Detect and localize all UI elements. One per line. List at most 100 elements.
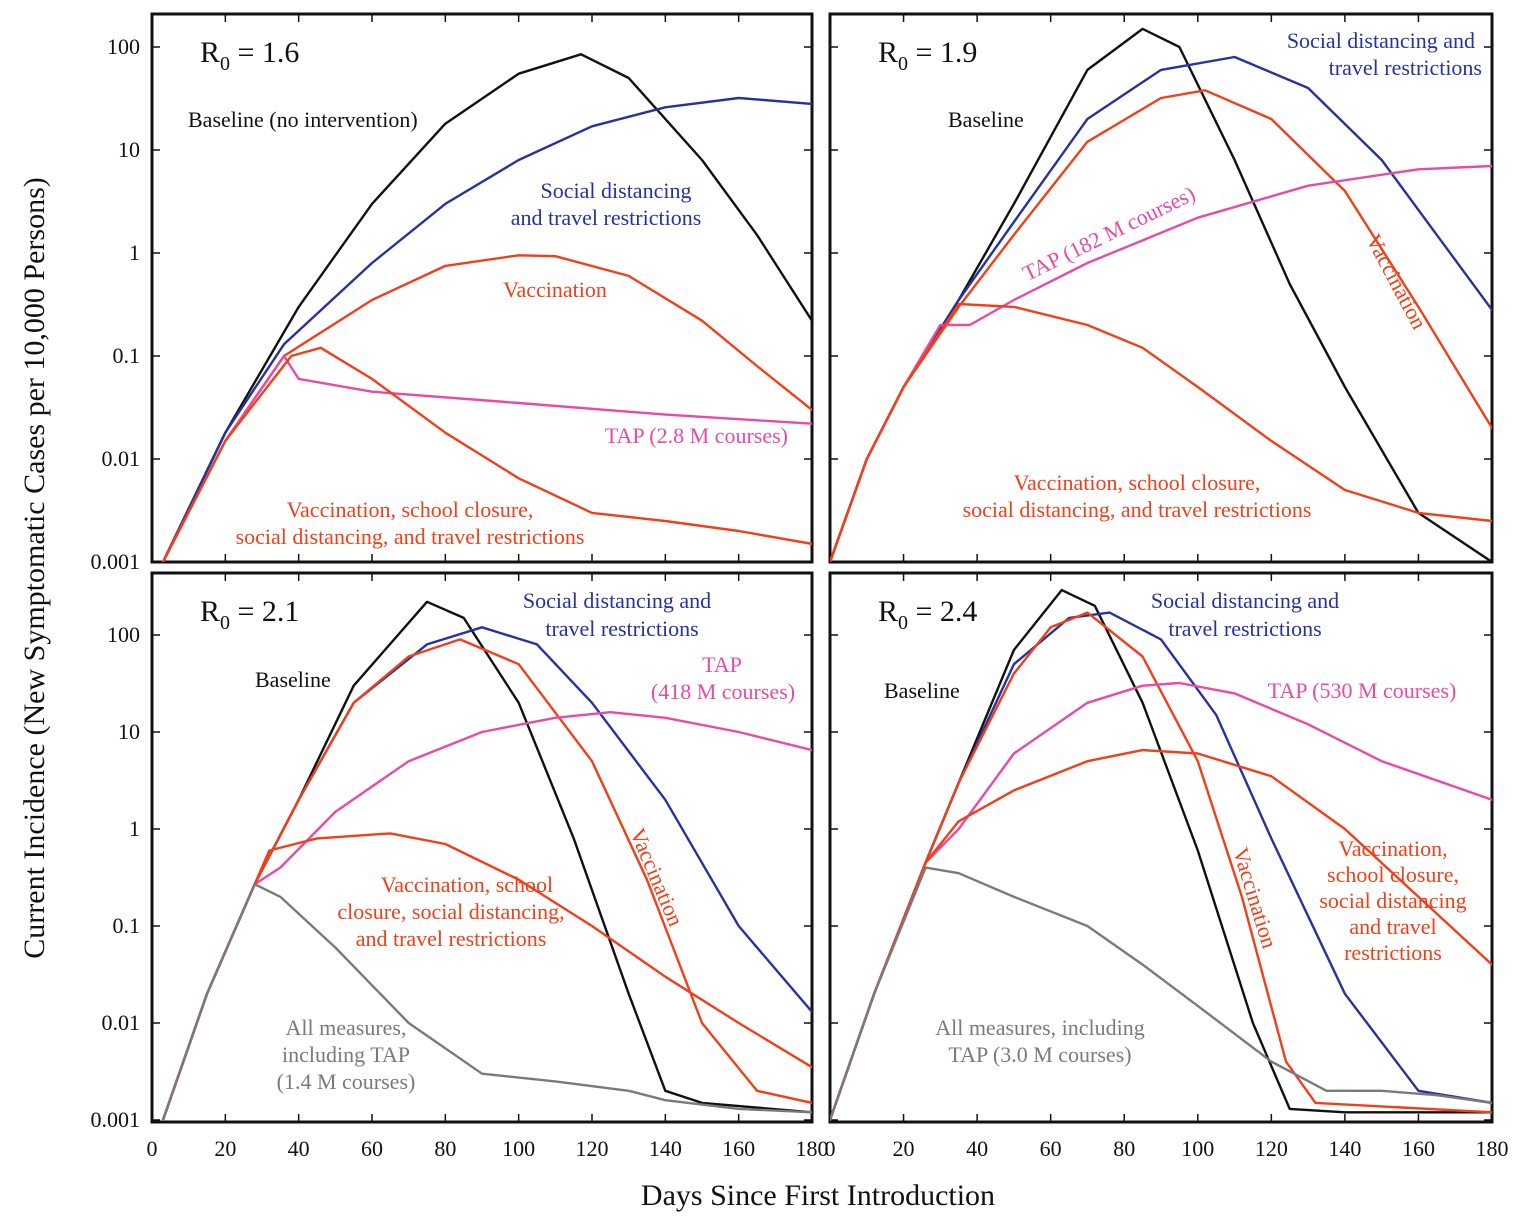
panel-title-value: = 1.6	[230, 36, 299, 69]
series-label-combined: closure, social distancing,	[337, 899, 564, 924]
panel-title-value: = 1.9	[908, 36, 977, 69]
series-line-all	[830, 866, 1492, 1122]
series-label-combined: restrictions	[1344, 940, 1442, 965]
x-tick-label: 0	[147, 1136, 158, 1161]
panel-frame	[828, 571, 1494, 1124]
series-group	[830, 588, 1492, 1122]
panel-frame	[150, 571, 814, 1124]
series-label-social: Social distancing and	[1287, 28, 1475, 53]
x-axis-label: Days Since First Introduction	[641, 1179, 995, 1212]
series-label-combined: Vaccination,	[1338, 836, 1447, 861]
series-label-combined: and travel restrictions	[356, 926, 547, 951]
x-tick-label: 160	[1402, 1136, 1435, 1161]
x-tick-label: 100	[1181, 1136, 1214, 1161]
x-tick-label: 0	[825, 1136, 836, 1161]
series-line-all	[161, 883, 812, 1122]
chart-panel-1: 0.001 0.01 0.1 1 10 100 R0 = 1.6 Baseline (no i…	[91, 12, 814, 574]
x-tick-label: 60	[1040, 1136, 1062, 1161]
series-label-all: TAP (3.0 M courses)	[948, 1042, 1131, 1067]
x-tick-label: 120	[1255, 1136, 1288, 1161]
x-tick-label: 180	[1476, 1136, 1509, 1161]
x-tick-label: 120	[576, 1136, 609, 1161]
y-tick-label: 0.1	[113, 343, 141, 368]
panel-title-subscript: 0	[220, 612, 230, 634]
series-label-baseline: Baseline (no intervention)	[188, 107, 418, 132]
series-label-social: Social distancing	[541, 178, 692, 203]
series-label-all: (1.4 M courses)	[277, 1069, 416, 1094]
y-tick-label: 1	[129, 816, 140, 841]
panel-title-r: R	[200, 36, 220, 69]
panel-title-subscript: 0	[898, 612, 908, 634]
chart-panel-2: R0 = 1.9 Baseline Social distancing andtra…	[828, 12, 1494, 564]
series-label-all: All measures, including	[935, 1015, 1145, 1040]
panel-title-subscript: 0	[898, 53, 908, 75]
series-line-combined	[830, 302, 1492, 562]
panel-title-value: = 2.4	[908, 595, 977, 628]
y-tick-label: 10	[118, 719, 140, 744]
x-tick-label: 140	[1328, 1136, 1361, 1161]
panel-title-r: R	[200, 595, 220, 628]
series-line-combined	[161, 346, 812, 562]
series-line-social	[161, 96, 812, 562]
series-label-combined: school closure,	[1327, 862, 1459, 887]
x-tick-label: 40	[288, 1136, 310, 1161]
chart-panel-3: 0.001 0.01 0.1 1 10 100 0 20 40 60 80 100 120 140 160 1…	[91, 571, 829, 1161]
x-tick-label: 100	[502, 1136, 535, 1161]
x-tick-label: 140	[649, 1136, 682, 1161]
x-tick-label: 40	[966, 1136, 988, 1161]
panel-title-value: = 2.1	[230, 595, 299, 628]
y-tick-label: 100	[107, 34, 140, 59]
series-label-social: travel restrictions	[1329, 55, 1482, 80]
y-tick-label: 0.001	[91, 549, 141, 574]
x-tick-label: 80	[1113, 1136, 1135, 1161]
x-tick-label: 160	[722, 1136, 755, 1161]
y-tick-label: 1	[129, 240, 140, 265]
series-group	[161, 600, 812, 1122]
series-label-vaccination: Vaccination	[1361, 230, 1432, 333]
x-tick-label: 20	[893, 1136, 915, 1161]
series-label-tap: TAP (530 M courses)	[1268, 678, 1457, 703]
panel-title: R0 = 2.1	[200, 595, 299, 634]
series-label-tap: (418 M courses)	[651, 679, 795, 704]
panel-frame	[828, 12, 1494, 564]
series-label-combined: social distancing, and travel restrictio…	[963, 497, 1312, 522]
y-axis-label: Current Incidence (New Symptomatic Cases…	[18, 177, 51, 958]
series-label-combined: Vaccination, school	[381, 872, 553, 897]
series-label-all: including TAP	[282, 1042, 410, 1067]
y-tick-label: 10	[118, 137, 140, 162]
series-group	[161, 53, 812, 562]
series-label-baseline: Baseline	[948, 107, 1024, 132]
series-label-social: Social distancing and	[1151, 588, 1339, 613]
x-tick-label: 60	[361, 1136, 383, 1161]
series-line-combined	[830, 748, 1492, 1122]
panel-title-r: R	[878, 595, 898, 628]
panel-title: R0 = 2.4	[878, 595, 977, 634]
panel-title-r: R	[878, 36, 898, 69]
series-label-combined: and travel	[1349, 914, 1436, 939]
series-label-social: Social distancing and	[523, 588, 711, 613]
panel-title-subscript: 0	[220, 53, 230, 75]
series-label-tap: TAP	[702, 652, 742, 677]
series-label-baseline: Baseline	[255, 667, 331, 692]
series-line-baseline	[161, 53, 812, 562]
y-tick-label: 0.001	[91, 1107, 141, 1132]
y-tick-label: 100	[107, 622, 140, 647]
series-label-combined: social distancing	[1319, 888, 1466, 913]
series-label-baseline: Baseline	[884, 678, 960, 703]
series-label-vaccination: Vaccination	[625, 824, 689, 929]
x-tick-label: 20	[214, 1136, 236, 1161]
panel-title: R0 = 1.9	[878, 36, 977, 75]
x-tick-label: 180	[796, 1136, 829, 1161]
series-label-combined: social distancing, and travel restrictio…	[236, 524, 585, 549]
series-label-all: All measures,	[286, 1015, 407, 1040]
series-label-vaccination: Vaccination	[503, 277, 607, 302]
series-label-combined: Vaccination, school closure,	[1014, 470, 1261, 495]
series-group	[830, 27, 1492, 562]
panel-title: R0 = 1.6	[200, 36, 299, 75]
y-tick-label: 0.1	[113, 913, 141, 938]
x-tick-label: 80	[434, 1136, 456, 1161]
series-label-combined: Vaccination, school closure,	[287, 497, 534, 522]
series-label-vaccination: Vaccination	[1228, 844, 1282, 951]
y-tick-label: 0.01	[102, 446, 141, 471]
